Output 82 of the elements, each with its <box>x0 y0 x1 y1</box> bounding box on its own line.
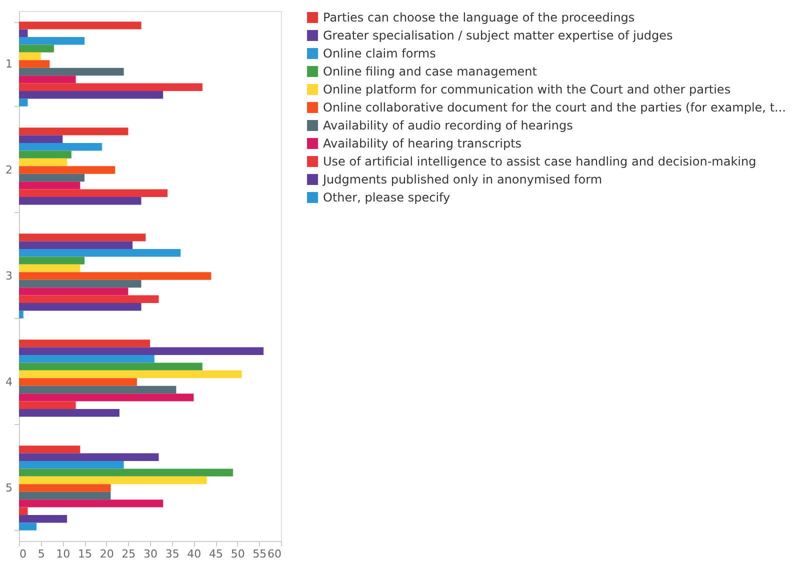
bar <box>19 22 142 30</box>
y-tick-label: 3 <box>6 270 12 282</box>
x-tick-label: 30 <box>144 548 158 560</box>
bar <box>19 310 24 318</box>
bar <box>19 264 80 272</box>
bar <box>19 522 36 530</box>
bar <box>19 83 202 91</box>
bar <box>19 394 194 402</box>
x-tick-label: 35 <box>165 548 180 560</box>
bar <box>19 347 264 356</box>
bar <box>19 182 80 190</box>
bar <box>19 249 181 257</box>
bar <box>19 37 84 45</box>
x-tick-label: 40 <box>187 548 202 560</box>
x-tick-label: 10 <box>56 548 70 560</box>
bar <box>19 143 102 151</box>
legend-label: Judgments published only in anonymised form <box>322 172 602 186</box>
x-tick-label: 0 <box>20 548 26 560</box>
bar <box>19 272 212 280</box>
y-tick-label: 5 <box>6 482 12 494</box>
bar <box>19 76 76 84</box>
bar <box>19 461 124 469</box>
bar <box>19 484 111 492</box>
bar <box>19 234 146 242</box>
bar <box>19 98 28 106</box>
x-tick-label: 20 <box>100 548 114 560</box>
bar <box>19 52 41 60</box>
bar <box>19 507 28 515</box>
y-tick-label: 1 <box>6 58 12 70</box>
legend-label: Online collaborative document for the court and the parties (for example, t... <box>323 100 786 114</box>
bar <box>19 256 84 264</box>
legend-label: Online filing and case management <box>323 64 538 78</box>
legend-label: Availability of hearing transcripts <box>323 136 522 150</box>
bar <box>19 446 80 454</box>
y-tick-label: 2 <box>6 164 12 176</box>
bar <box>19 355 154 363</box>
bar <box>19 29 28 38</box>
bar <box>19 241 133 250</box>
legend-label: Online claim forms <box>323 46 436 60</box>
legend-label: Use of artificial intelligence to assist case handling and decision-making <box>323 154 756 168</box>
bar <box>19 295 159 303</box>
bar <box>19 401 76 409</box>
bar <box>19 514 68 523</box>
bar <box>19 340 150 348</box>
bar <box>19 135 63 144</box>
x-tick-label: 60 <box>268 548 282 560</box>
x-tick-label: 15 <box>78 548 92 560</box>
bar <box>19 288 128 296</box>
bar <box>19 468 233 476</box>
x-tick-label: 25 <box>122 548 136 560</box>
bar <box>19 150 72 158</box>
bar <box>19 280 142 288</box>
bar <box>19 378 137 386</box>
x-tick-label: 55 <box>252 548 267 560</box>
bar <box>19 44 54 52</box>
bar <box>19 386 176 394</box>
bar <box>19 476 207 484</box>
bar <box>19 362 202 370</box>
bar <box>19 128 128 136</box>
legend-label: Parties can choose the language of the proceedings <box>323 10 635 24</box>
bar <box>19 189 168 197</box>
bar <box>19 453 159 462</box>
bar <box>19 370 242 378</box>
bar <box>19 500 164 508</box>
legend-label: Greater specialisation / subject matter expertise of judges <box>323 28 673 42</box>
bar <box>19 166 116 174</box>
legend-label: Online platform for communication with the Court and other parties <box>323 82 731 96</box>
legend-label: Other, please specify <box>323 190 450 204</box>
bar <box>19 174 84 182</box>
legend-label: Availability of audio recording of hearings <box>323 118 573 132</box>
y-tick-label: 4 <box>6 376 12 388</box>
bar <box>19 196 142 205</box>
x-tick-label: 50 <box>230 548 245 560</box>
x-tick-label: 45 <box>209 548 223 560</box>
bar <box>19 60 50 68</box>
bar <box>19 492 111 500</box>
x-tick-label: 5 <box>38 548 45 560</box>
bar <box>19 302 142 311</box>
bar <box>19 408 120 417</box>
bar <box>19 90 164 99</box>
bar <box>19 158 68 166</box>
bar <box>19 68 124 76</box>
